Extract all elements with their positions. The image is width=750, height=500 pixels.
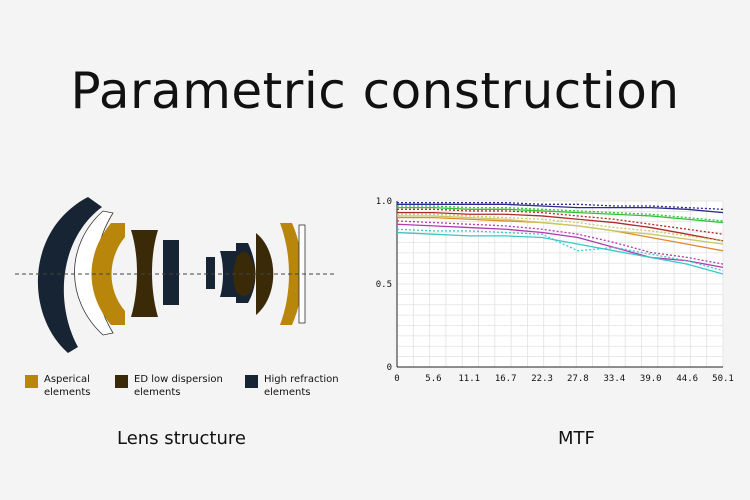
mtf-chart: 0 5.6 11.1 16.7 22.3 27.8 33.4 39.0 44.6 50.1 0 0.5… <box>376 197 734 384</box>
x-tick-label: 27.8 <box>567 374 589 384</box>
mtf-series-line-4 <box>397 205 724 222</box>
legend-label-aspherical: Asperical elements <box>44 374 91 398</box>
x-tick-label: 0 <box>394 374 399 384</box>
mtf-series-line-1 <box>397 203 724 214</box>
mtf-series-line-10 <box>396 223 724 269</box>
mtf-series-line-3 <box>397 206 724 224</box>
mtf-series-line-13 <box>396 228 724 272</box>
caption-lens-structure: Lens structure <box>117 428 246 449</box>
legend-item-aspherical: Asperical elements <box>25 373 136 399</box>
mtf-series-line-12 <box>396 231 724 275</box>
x-tick-label: 44.6 <box>676 374 698 384</box>
lens-element-ed-3 <box>256 233 274 315</box>
y-tick-label: 0.5 <box>376 280 392 290</box>
mtf-series-line-2 <box>397 202 724 210</box>
lens-element-ed-2 <box>233 251 256 296</box>
legend-swatch-aspherical <box>25 375 38 388</box>
legend-label-ed: ED low dispersion elements <box>134 374 223 398</box>
page-title: Parametric construction <box>70 62 680 120</box>
x-tick-label: 16.7 <box>495 374 517 384</box>
x-tick-label: 5.6 <box>425 374 441 384</box>
caption-mtf: MTF <box>558 428 595 449</box>
mtf-series-line-6 <box>397 208 724 235</box>
x-tick-label: 33.4 <box>603 374 625 384</box>
lens-element-front <box>37 197 102 353</box>
x-tick-label: 50.1 <box>712 374 734 384</box>
lens-element-high-refraction-2 <box>206 257 215 289</box>
legend-label-high-refraction: High refraction elements <box>264 374 339 398</box>
legend-item-ed: ED low dispersion elements <box>115 373 226 399</box>
legend-swatch-ed <box>115 375 128 388</box>
lens-element-ed-1 <box>131 230 158 317</box>
mtf-series-line-9 <box>397 213 724 242</box>
mtf-series-line-5 <box>397 211 724 242</box>
legend-item-high-refraction: High refraction elements <box>245 373 356 399</box>
x-tick-label: 11.1 <box>458 374 480 384</box>
y-tick-label: 1.0 <box>376 197 392 207</box>
y-tick-label: 0 <box>387 363 392 373</box>
mtf-series-line-8 <box>397 215 724 245</box>
lens-element-high-refraction-1 <box>163 240 179 305</box>
x-tick-label: 22.3 <box>531 374 553 384</box>
lens-structure-diagram <box>15 197 335 353</box>
x-tick-label: 39.0 <box>640 374 662 384</box>
legend-swatch-high-refraction <box>245 375 258 388</box>
